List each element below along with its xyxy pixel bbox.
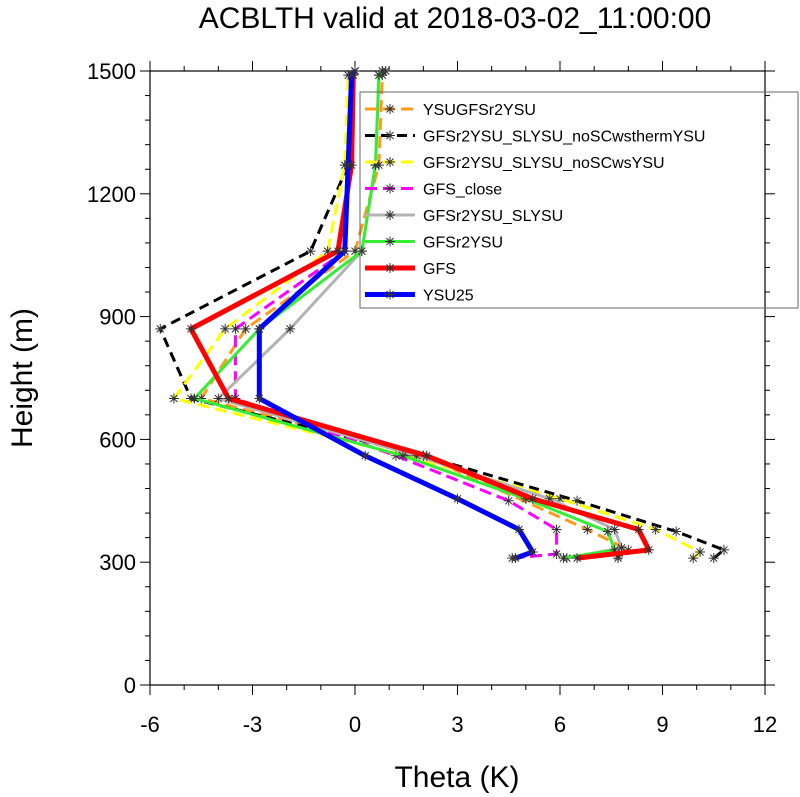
y-tick-label: 600	[99, 427, 136, 452]
data-point	[452, 493, 463, 504]
data-point	[285, 323, 296, 334]
data-point	[230, 323, 241, 334]
data-point	[213, 393, 224, 404]
data-point	[558, 553, 569, 564]
legend-box	[359, 91, 799, 309]
data-point	[155, 323, 166, 334]
data-point	[168, 393, 179, 404]
x-tick-label: -3	[243, 712, 263, 737]
data-point	[385, 236, 395, 247]
x-tick-label: 12	[753, 712, 777, 737]
data-point	[514, 524, 524, 535]
data-point	[671, 526, 682, 537]
legend-label: GFSr2YSU_SLYSU_noSCwsYSU	[423, 155, 665, 172]
chart-title: ACBLTH valid at 2018-03-02_11:00:00	[199, 2, 712, 35]
y-tick-label: 300	[99, 550, 136, 575]
series-ysu25	[254, 66, 538, 564]
data-point	[527, 493, 538, 504]
legend-label: GFS_close	[423, 182, 502, 199]
data-point	[503, 495, 514, 506]
data-point	[609, 524, 620, 535]
data-point	[343, 160, 354, 171]
y-axis-label: Height (m)	[6, 308, 39, 448]
data-point	[385, 130, 395, 141]
data-point	[385, 210, 395, 220]
data-point	[650, 524, 661, 535]
data-point	[708, 553, 719, 564]
data-point	[421, 450, 432, 461]
data-point	[616, 542, 627, 553]
data-point	[572, 495, 583, 506]
y-tick-label: 1200	[87, 182, 136, 207]
y-tick-label: 1500	[87, 59, 136, 84]
data-point	[385, 263, 395, 273]
data-point	[391, 450, 401, 461]
x-tick-label: 3	[451, 712, 463, 737]
data-point	[385, 183, 395, 194]
data-point	[719, 544, 729, 555]
data-point	[360, 450, 371, 461]
data-point	[322, 246, 333, 257]
series-layer	[155, 66, 729, 564]
data-point	[370, 160, 381, 171]
data-point	[332, 246, 343, 257]
data-point	[377, 66, 388, 76]
data-point	[385, 289, 395, 300]
legend-label: GFSr2YSU_SLYSU	[423, 208, 563, 225]
y-tick-label: 900	[99, 305, 136, 330]
x-tick-label: 9	[656, 712, 668, 737]
x-tick-label: 0	[349, 712, 361, 737]
data-point	[695, 546, 706, 557]
data-point	[350, 66, 360, 76]
data-point	[551, 549, 562, 560]
data-point	[350, 246, 360, 257]
x-tick-label: -6	[140, 712, 160, 737]
legend-label: GFS	[423, 261, 456, 278]
data-point	[220, 323, 231, 334]
data-point	[385, 104, 395, 114]
data-point	[240, 323, 251, 334]
data-point	[339, 246, 350, 257]
series-gfsr2ysu	[189, 66, 620, 564]
data-point	[643, 544, 654, 555]
data-point	[572, 553, 583, 564]
data-point	[397, 450, 408, 461]
legend-label: GFSr2YSU	[423, 235, 503, 252]
data-point	[520, 493, 531, 504]
data-point	[688, 553, 699, 564]
data-point	[609, 544, 620, 555]
x-axis-label: Theta (K)	[394, 761, 519, 794]
x-tick-label: 6	[554, 712, 566, 737]
data-point	[527, 546, 538, 557]
legend-label: GFSr2YSU_SLYSU_noSCwsthermYSU	[423, 129, 705, 146]
data-point	[254, 323, 265, 334]
legend: YSUGFSr2YSU GFSr2YSU_SLYSU_noSCwsthermYSU…	[359, 91, 799, 309]
data-point	[551, 524, 562, 535]
data-point	[555, 493, 565, 504]
legend-label: YSUGFSr2YSU	[423, 102, 536, 119]
data-point	[373, 70, 384, 81]
data-point	[544, 493, 555, 504]
legend-label: YSU25	[423, 288, 474, 305]
plot-axes: -6 -3 0 3 6 9 12 0 300 600 900 1200 1500	[87, 59, 777, 737]
data-point	[411, 450, 422, 461]
data-point	[385, 157, 395, 167]
data-point	[254, 393, 265, 404]
data-point	[613, 551, 624, 562]
data-point	[223, 393, 234, 404]
data-point	[186, 323, 196, 334]
data-point	[196, 393, 207, 404]
data-point	[356, 246, 367, 257]
data-point	[602, 526, 613, 537]
data-point	[582, 524, 593, 535]
data-point	[305, 246, 316, 257]
data-point	[510, 553, 521, 564]
data-point	[633, 524, 644, 535]
data-point	[189, 393, 200, 404]
data-point	[346, 70, 357, 81]
y-tick-label: 0	[124, 673, 136, 698]
